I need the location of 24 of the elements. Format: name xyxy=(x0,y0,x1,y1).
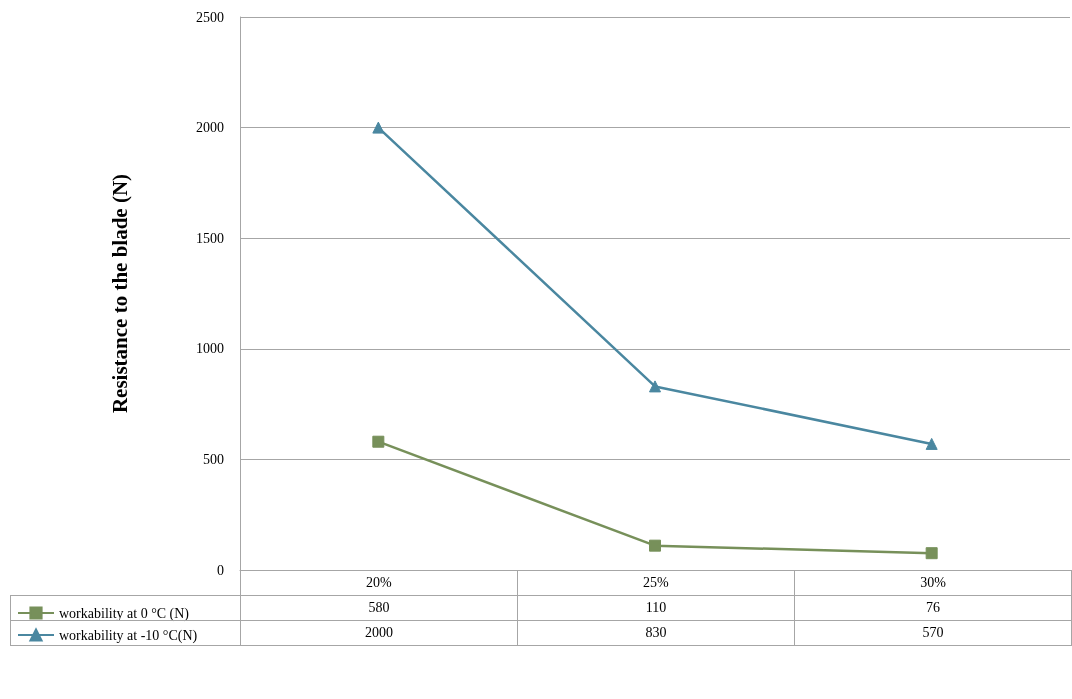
y-tick-label: 1500 xyxy=(196,230,224,246)
data-label: 2000 xyxy=(240,620,518,646)
point xyxy=(372,121,385,134)
data-label: 830 xyxy=(517,620,795,646)
point xyxy=(372,435,385,448)
x-tick-label: 20% xyxy=(240,570,518,596)
y-tick-label: 1000 xyxy=(196,341,224,357)
data-label: 76 xyxy=(794,595,1072,621)
data-label: 110 xyxy=(517,595,795,621)
y-tick-label: 2000 xyxy=(196,120,224,136)
data-label: 570 xyxy=(794,620,1072,646)
y-tick-label: 0 xyxy=(217,562,224,578)
data-label: 580 xyxy=(240,595,518,621)
legend-label: workability at 0 °C (N) xyxy=(59,605,190,622)
y-axis-title: Resistance to the blade (N) xyxy=(107,173,132,414)
legend-label: workability at -10 °C(N) xyxy=(59,627,198,644)
y-tick-label: 500 xyxy=(203,451,224,467)
y-tick-label: 2500 xyxy=(196,9,224,25)
x-tick-label: 25% xyxy=(517,570,795,596)
point xyxy=(925,437,938,450)
x-tick-label: 30% xyxy=(794,570,1072,596)
point xyxy=(649,380,661,393)
point xyxy=(649,539,661,552)
point xyxy=(925,547,938,560)
